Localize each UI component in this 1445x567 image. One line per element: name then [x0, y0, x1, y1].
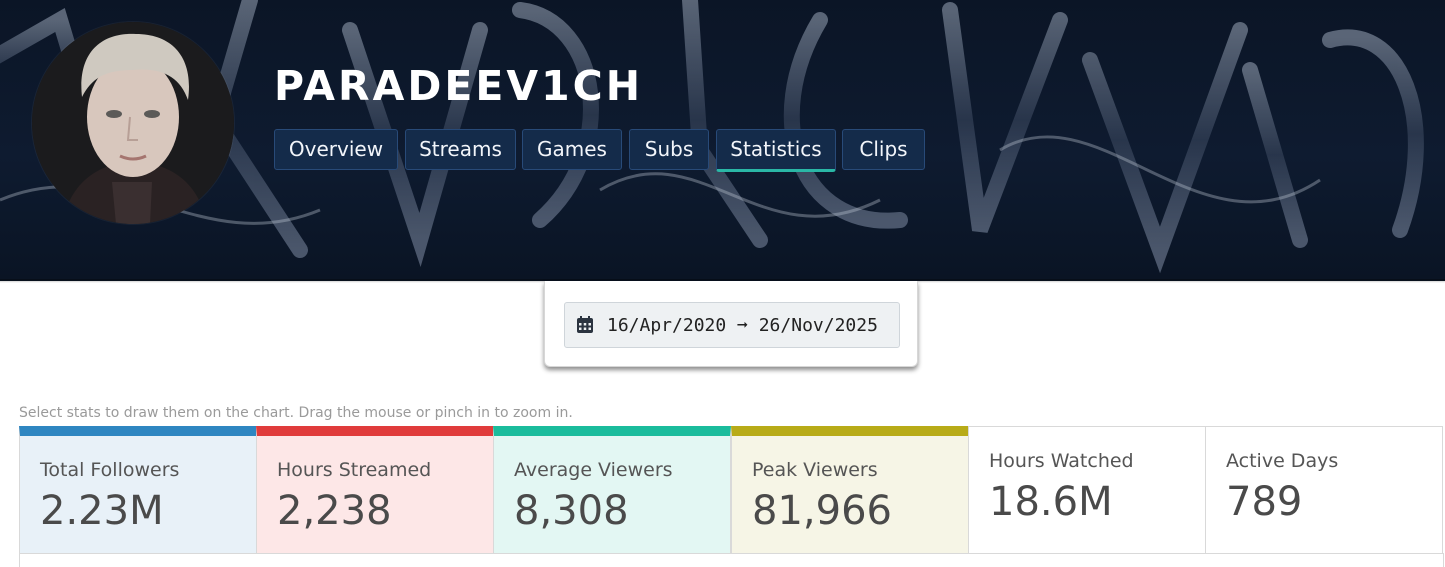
tab-subs[interactable]: Subs [629, 129, 709, 170]
channel-avatar[interactable] [32, 22, 234, 224]
stat-value: 2,238 [277, 488, 392, 534]
stat-value: 81,966 [752, 488, 892, 534]
chart-hint: Select stats to draw them on the chart. … [19, 405, 573, 421]
stat-active-days[interactable]: Active Days 789 [1205, 426, 1443, 554]
stat-average-viewers[interactable]: Average Viewers 8,308 [493, 426, 731, 554]
channel-banner: PARADEEV1CH Overview Streams Games Subs … [0, 0, 1445, 281]
tab-streams[interactable]: Streams [405, 129, 516, 170]
stat-label: Active Days [1226, 450, 1339, 472]
tab-clips[interactable]: Clips [842, 129, 925, 170]
tab-games[interactable]: Games [522, 129, 622, 170]
stat-hours-streamed[interactable]: Hours Streamed 2,238 [256, 426, 494, 554]
tab-overview[interactable]: Overview [274, 129, 398, 170]
stats-row: Total Followers 2.23M Hours Streamed 2,2… [19, 426, 1444, 554]
channel-name: PARADEEV1CH [274, 62, 644, 110]
calendar-icon [577, 316, 593, 333]
chart-area-edge [19, 553, 1444, 567]
stat-label: Hours Streamed [277, 459, 432, 481]
date-range-text: 16/Apr/2020 ➞ 26/Nov/2025 [607, 315, 878, 336]
avatar-photo [32, 22, 234, 224]
date-range-picker[interactable]: 16/Apr/2020 ➞ 26/Nov/2025 [564, 302, 900, 348]
stat-value: 2.23M [40, 488, 164, 534]
date-range-card: 16/Apr/2020 ➞ 26/Nov/2025 [544, 281, 918, 367]
stat-hours-watched[interactable]: Hours Watched 18.6M [968, 426, 1206, 554]
stat-total-followers[interactable]: Total Followers 2.23M [19, 426, 257, 554]
stat-label: Average Viewers [514, 459, 673, 481]
stat-label: Hours Watched [989, 450, 1134, 472]
stat-peak-viewers[interactable]: Peak Viewers 81,966 [731, 426, 969, 554]
stat-value: 8,308 [514, 488, 629, 534]
stat-value: 18.6M [989, 479, 1113, 525]
stat-label: Total Followers [40, 459, 180, 481]
tab-statistics[interactable]: Statistics [716, 129, 836, 172]
stat-value: 789 [1226, 479, 1303, 525]
stat-label: Peak Viewers [752, 459, 878, 481]
